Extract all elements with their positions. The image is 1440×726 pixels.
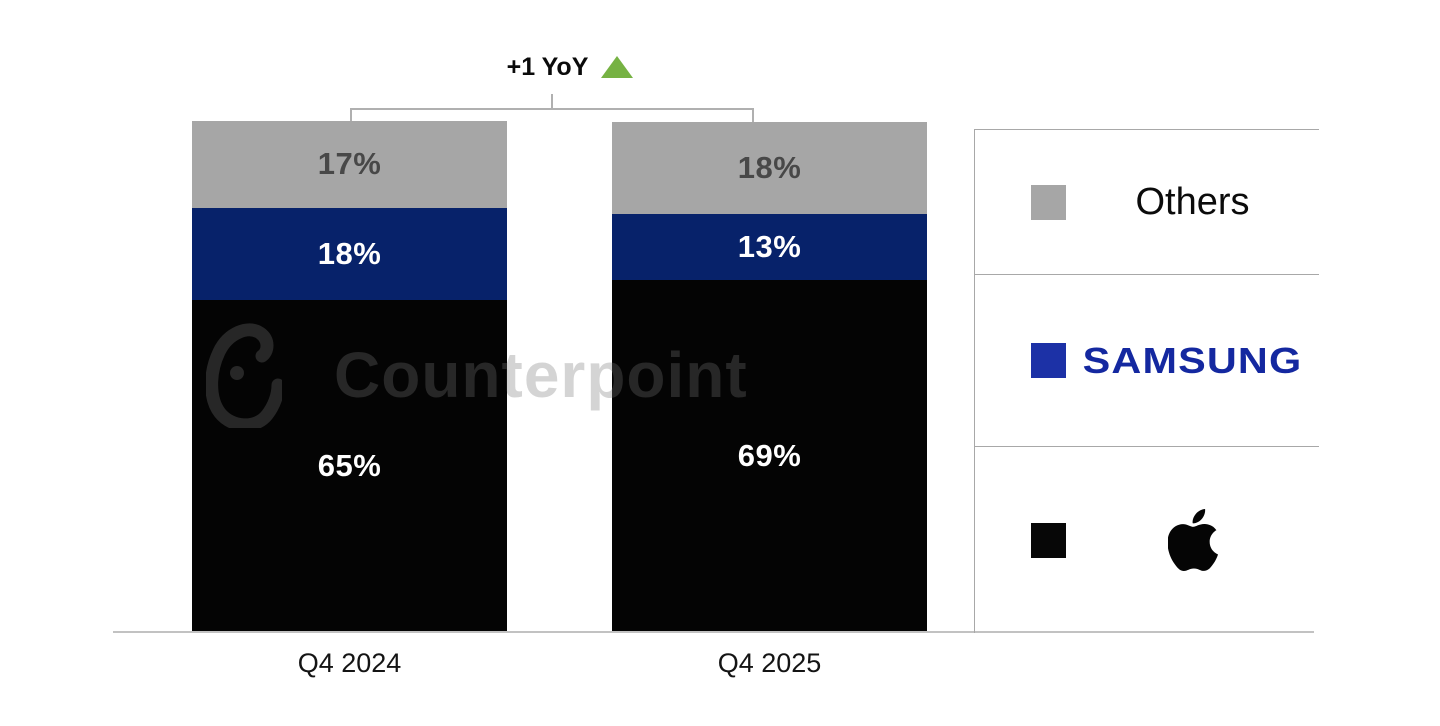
apple-logo-icon	[1167, 509, 1218, 571]
bar-q4-2025: 18% 13% 69%	[612, 122, 927, 632]
samsung-swatch	[1031, 343, 1066, 378]
x-tick-label-q4-2025: Q4 2025	[717, 648, 822, 678]
bar-q4-2024: 17% 18% 65%	[192, 121, 507, 633]
segment-label: 69%	[737, 438, 802, 474]
yoy-annotation-label: +1 YoY	[506, 52, 589, 81]
counterpoint-watermark: Counterpoint	[206, 318, 846, 432]
yoy-annotation: +1 YoY	[420, 50, 720, 84]
bracket-tick-right	[752, 108, 754, 123]
counterpoint-logo-icon	[206, 323, 282, 428]
legend-item-samsung: SAMSUNG	[975, 275, 1319, 447]
up-triangle-icon	[601, 56, 634, 78]
bracket-tick-center	[551, 94, 553, 109]
segment-samsung: 18%	[192, 207, 507, 300]
legend-panel: Others SAMSUNG	[974, 129, 1319, 633]
segment-apple: 69%	[612, 280, 927, 632]
legend-item-apple	[975, 447, 1319, 633]
apple-swatch	[1031, 522, 1066, 558]
bracket-tick-left	[350, 108, 352, 122]
segment-others: 17%	[192, 121, 507, 208]
watermark-text: Counterpoint	[334, 339, 748, 411]
samsung-wordmark: SAMSUNG	[1082, 339, 1303, 381]
segment-others: 18%	[612, 122, 927, 214]
x-tick-label-q4-2024: Q4 2024	[297, 648, 402, 678]
segment-label: 18%	[737, 149, 802, 185]
segment-label: 18%	[317, 235, 382, 271]
legend-item-others: Others	[975, 130, 1319, 275]
segment-samsung: 13%	[612, 213, 927, 281]
segment-label: 13%	[737, 228, 802, 264]
segment-label: 65%	[317, 447, 382, 483]
legend-label-others: Others	[1135, 180, 1250, 223]
x-axis-line	[113, 631, 1314, 633]
segment-apple: 65%	[192, 299, 507, 633]
others-swatch	[1031, 184, 1066, 220]
segment-label: 17%	[317, 146, 382, 182]
bracket-line	[350, 108, 754, 110]
